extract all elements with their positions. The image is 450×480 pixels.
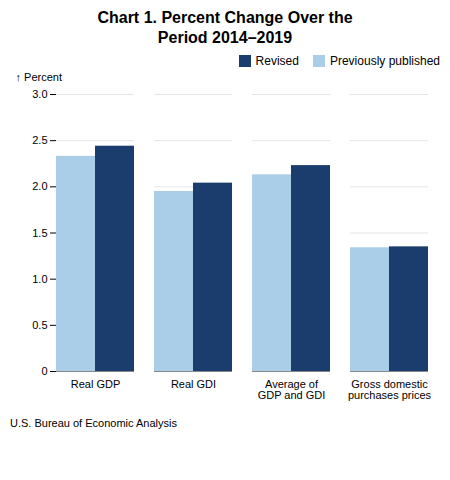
html-text:U.S. Bureau of Economic Analys: U.S. Bureau of Economic Analysis bbox=[10, 417, 177, 429]
svg-text:Real GDI: Real GDI bbox=[171, 378, 216, 390]
svg-text:Gross domesticpurchases prices: Gross domesticpurchases prices bbox=[348, 378, 432, 401]
svg-text:2.5: 2.5 bbox=[32, 134, 47, 146]
svg-text:2.0: 2.0 bbox=[32, 180, 47, 192]
svg-text:1.5: 1.5 bbox=[32, 227, 47, 239]
html-text:Revised: Revised bbox=[255, 54, 299, 68]
svg-text:1.0: 1.0 bbox=[32, 273, 47, 285]
svg-text:0.5: 0.5 bbox=[32, 319, 47, 331]
svg-text:0: 0 bbox=[41, 365, 47, 377]
svg-text:↑ Percent: ↑ Percent bbox=[16, 71, 62, 83]
svg-text:Real GDP: Real GDP bbox=[71, 378, 121, 390]
svg-text:Average ofGDP and GDI: Average ofGDP and GDI bbox=[258, 378, 326, 401]
html-text:Previously published: Previously published bbox=[329, 54, 440, 68]
html-text:Chart 1. Percent Change Over t: Chart 1. Percent Change Over the Period … bbox=[97, 9, 353, 46]
svg-text:3.0: 3.0 bbox=[32, 88, 47, 100]
